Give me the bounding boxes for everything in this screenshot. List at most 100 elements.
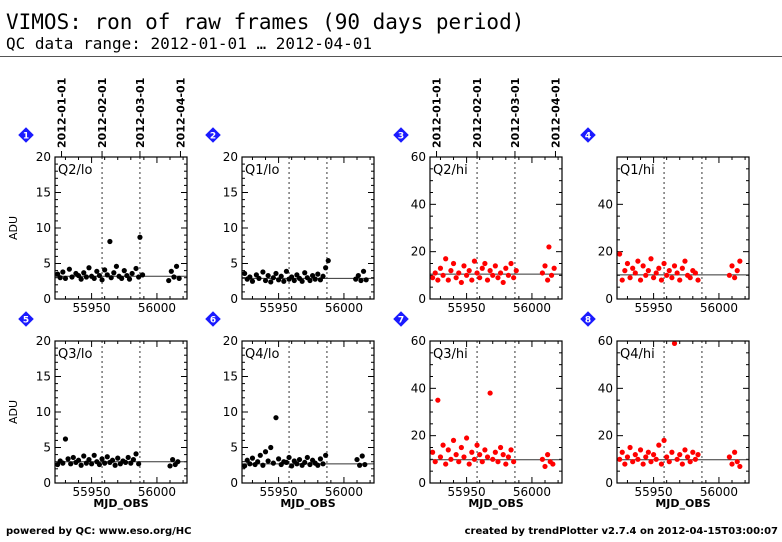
data-point <box>294 461 300 467</box>
page-subtitle: QC data range: 2012-01-01 … 2012-04-01 <box>6 34 373 53</box>
data-point <box>354 456 360 463</box>
data-point <box>83 460 89 466</box>
data-point <box>430 275 436 281</box>
data-point <box>108 275 114 281</box>
x-tick-label: 55950 <box>260 301 298 315</box>
date-tick-label: 2012-03-01 <box>509 78 522 148</box>
data-point <box>139 272 146 278</box>
plot-frame <box>241 156 375 300</box>
data-point <box>661 437 667 443</box>
data-point <box>453 452 459 458</box>
data-point <box>323 452 329 458</box>
y-tick-label: 0 <box>418 292 426 306</box>
data-point <box>244 457 250 463</box>
data-point <box>695 277 701 283</box>
y-tick-label: 40 <box>598 381 613 395</box>
data-point <box>432 270 438 276</box>
data-point <box>99 277 105 283</box>
y-tick-label: 20 <box>411 245 426 259</box>
data-point <box>317 456 324 462</box>
data-point <box>650 452 657 458</box>
data-point <box>94 268 100 274</box>
data-point <box>175 459 181 465</box>
data-point <box>432 459 438 465</box>
panel-number: 4 <box>585 132 591 142</box>
data-point <box>247 274 253 280</box>
data-point <box>291 277 297 284</box>
data-point <box>508 447 514 453</box>
data-point <box>479 459 485 465</box>
data-point <box>66 266 72 272</box>
panel-label: Q3/lo <box>58 347 92 362</box>
data-point <box>487 390 493 396</box>
plot-frame <box>429 340 563 484</box>
data-point <box>679 265 685 271</box>
data-point <box>62 436 69 442</box>
data-point <box>503 461 509 467</box>
data-point <box>445 277 451 283</box>
panel-label: Q1/lo <box>245 163 279 178</box>
data-point <box>294 272 300 278</box>
data-point <box>658 461 665 467</box>
data-point <box>548 272 555 278</box>
data-point <box>273 270 279 277</box>
data-point <box>104 272 110 278</box>
y-tick-label: 5 <box>43 257 51 271</box>
y-tick-label: 10 <box>36 405 51 419</box>
data-point <box>320 461 326 467</box>
panel-number-badge <box>393 127 409 143</box>
data-point <box>137 234 143 240</box>
data-point <box>666 459 672 465</box>
data-point <box>732 449 738 455</box>
data-point <box>129 270 135 277</box>
data-point <box>490 456 496 462</box>
footer-created-by: created by trendPlotter v2.7.4 on 2012-0… <box>464 526 778 537</box>
data-point <box>133 451 139 457</box>
y-tick-label: 0 <box>418 476 426 490</box>
data-point <box>622 461 628 467</box>
data-point <box>624 454 631 460</box>
data-point <box>176 275 182 282</box>
data-point <box>674 270 680 276</box>
data-point <box>315 271 321 277</box>
data-point <box>265 458 271 464</box>
data-point <box>737 463 743 470</box>
data-point <box>302 459 308 466</box>
data-point <box>55 461 61 468</box>
panel-label: Q4/hi <box>620 347 655 362</box>
data-point <box>69 274 75 280</box>
y-tick-label: 60 <box>598 334 613 348</box>
data-point <box>679 461 685 467</box>
data-point <box>671 263 678 269</box>
data-point <box>653 270 659 276</box>
data-point <box>121 268 127 274</box>
panel-label: Q3/hi <box>433 347 468 362</box>
chart-panel-2: Q1/lo 0 5 10 15 20 55950 56000 2 <box>205 127 375 315</box>
data-point <box>645 449 651 455</box>
panel-number-badge <box>18 127 34 143</box>
y-tick-label: 10 <box>223 221 238 235</box>
data-point <box>466 268 472 274</box>
x-tick-label: 55950 <box>73 485 111 499</box>
data-point <box>112 462 118 468</box>
x-tick-label: 55950 <box>448 301 486 315</box>
data-point <box>113 263 120 269</box>
data-point <box>283 268 290 274</box>
chart-panel-3: Q2/hi 0 20 40 60 55950 56000 3 2012-01-01 2012-02… <box>393 78 563 315</box>
data-point <box>355 272 361 279</box>
y-tick-label: 0 <box>43 476 51 490</box>
data-point <box>96 272 103 279</box>
date-tick-label: 2012-02-01 <box>96 78 109 148</box>
data-point <box>669 275 675 281</box>
data-point <box>550 461 556 467</box>
data-point <box>619 277 625 283</box>
data-point <box>643 272 649 278</box>
data-point <box>68 461 74 467</box>
data-point <box>440 272 446 278</box>
data-point <box>661 260 667 267</box>
data-point <box>102 460 108 466</box>
data-point <box>466 461 472 467</box>
y-tick-label: 0 <box>605 292 613 306</box>
data-point <box>70 454 76 461</box>
